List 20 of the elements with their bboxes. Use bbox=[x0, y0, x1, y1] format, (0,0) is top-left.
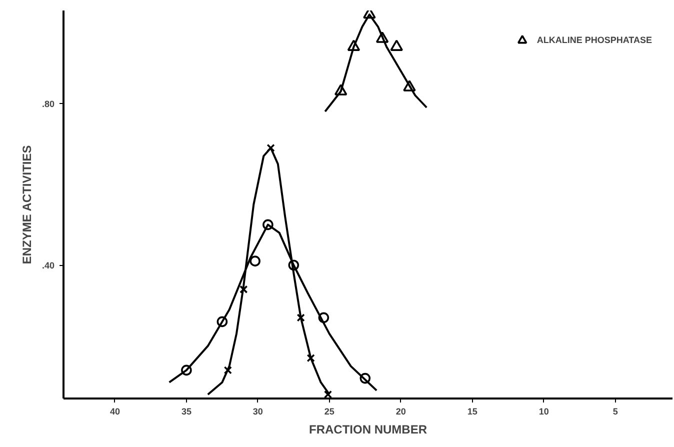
point bbox=[224, 366, 232, 374]
x-tick-label: 20 bbox=[396, 406, 406, 416]
legend-label: ALKALINE PHOSPHATASE bbox=[536, 35, 652, 45]
point bbox=[306, 354, 315, 362]
point bbox=[240, 285, 248, 294]
x-tick-label: 25 bbox=[324, 406, 334, 416]
point bbox=[250, 256, 260, 266]
x-tick-label: 35 bbox=[181, 406, 192, 416]
x-tick-label: 15 bbox=[467, 406, 478, 416]
y-tick-label: .40 bbox=[42, 260, 55, 271]
point bbox=[390, 40, 403, 51]
point bbox=[296, 314, 305, 322]
x-tick-label: 5 bbox=[612, 406, 618, 416]
y-tick-label: .80 bbox=[42, 98, 55, 109]
point bbox=[266, 144, 275, 152]
y-axis-title: ENZYME ACTIVITIES bbox=[20, 145, 34, 264]
x-tick-label: 40 bbox=[110, 406, 120, 416]
x-tick-label: 10 bbox=[538, 406, 549, 416]
x-axis-title: FRACTION NUMBER bbox=[309, 422, 428, 436]
x-tick-label: 30 bbox=[252, 406, 263, 416]
